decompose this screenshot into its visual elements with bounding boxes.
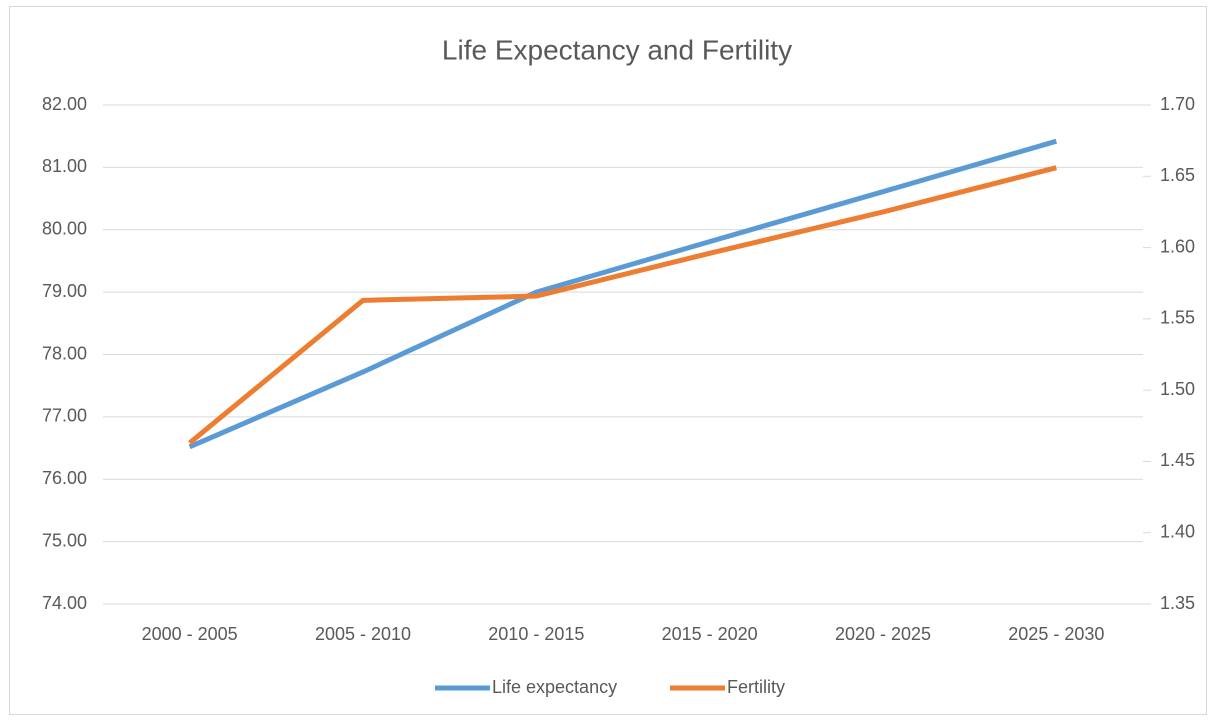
y2-tick-label: 1.45 <box>1160 450 1195 470</box>
x-tick-label: 2015 - 2020 <box>662 624 758 644</box>
x-tick-label: 2020 - 2025 <box>835 624 931 644</box>
x-tick-label: 2005 - 2010 <box>315 624 411 644</box>
y2-tick-label: 1.65 <box>1160 165 1195 185</box>
series-line <box>188 138 1058 450</box>
y-tick-label: 74.00 <box>42 593 87 613</box>
x-tick-label: 2010 - 2015 <box>488 624 584 644</box>
legend-label: Fertility <box>727 677 785 697</box>
y-tick-label: 76.00 <box>42 468 87 488</box>
y2-tick-label: 1.55 <box>1160 308 1195 328</box>
y-tick-label: 81.00 <box>42 156 87 176</box>
x-tick-label: 2000 - 2005 <box>142 624 238 644</box>
y2-tick-label: 1.35 <box>1160 593 1195 613</box>
y-tick-label: 79.00 <box>42 281 87 301</box>
chart-title: Life Expectancy and Fertility <box>442 34 792 65</box>
y-tick-label: 77.00 <box>42 406 87 426</box>
y-tick-label: 78.00 <box>42 343 87 363</box>
y2-tick-label: 1.70 <box>1160 94 1195 114</box>
y2-tick-label: 1.50 <box>1160 379 1195 399</box>
x-tick-label: 2025 - 2030 <box>1008 624 1104 644</box>
y2-tick-label: 1.40 <box>1160 521 1195 541</box>
y2-tick-label: 1.60 <box>1160 236 1195 256</box>
chart-border <box>9 6 1207 715</box>
y-tick-label: 75.00 <box>42 530 87 550</box>
y-tick-label: 82.00 <box>42 94 87 114</box>
y-tick-label: 80.00 <box>42 219 87 239</box>
legend-label: Life expectancy <box>492 677 617 697</box>
series-line <box>188 165 1057 445</box>
